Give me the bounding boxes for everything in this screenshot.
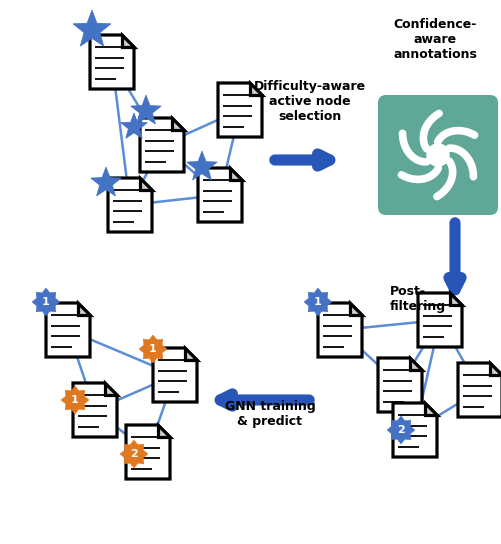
Polygon shape bbox=[409, 358, 421, 370]
Text: Difficulty-aware
active node
selection: Difficulty-aware active node selection bbox=[254, 80, 365, 123]
Polygon shape bbox=[304, 288, 331, 316]
Polygon shape bbox=[153, 348, 196, 402]
Polygon shape bbox=[217, 83, 262, 137]
Polygon shape bbox=[186, 151, 217, 180]
Polygon shape bbox=[349, 303, 361, 316]
Text: Post-
filtering: Post- filtering bbox=[389, 285, 445, 313]
Polygon shape bbox=[32, 288, 60, 316]
Text: Confidence-
aware
annotations: Confidence- aware annotations bbox=[392, 18, 476, 61]
Polygon shape bbox=[392, 403, 436, 457]
Polygon shape bbox=[449, 293, 461, 305]
Polygon shape bbox=[140, 118, 184, 172]
Polygon shape bbox=[61, 386, 89, 414]
Polygon shape bbox=[46, 303, 90, 357]
Polygon shape bbox=[139, 335, 167, 363]
Polygon shape bbox=[488, 363, 501, 375]
FancyBboxPatch shape bbox=[377, 95, 497, 215]
Polygon shape bbox=[386, 416, 414, 444]
Polygon shape bbox=[131, 95, 161, 124]
Circle shape bbox=[426, 144, 448, 166]
Polygon shape bbox=[197, 168, 241, 222]
Polygon shape bbox=[121, 35, 134, 47]
Polygon shape bbox=[377, 358, 421, 412]
Polygon shape bbox=[126, 425, 170, 479]
Text: 2: 2 bbox=[130, 449, 138, 459]
Polygon shape bbox=[73, 10, 111, 46]
Text: 2: 2 bbox=[396, 425, 404, 435]
Text: 1: 1 bbox=[149, 344, 156, 354]
Polygon shape bbox=[108, 178, 152, 232]
Polygon shape bbox=[184, 348, 196, 360]
Polygon shape bbox=[91, 167, 121, 196]
Polygon shape bbox=[229, 168, 241, 180]
Text: 1: 1 bbox=[42, 297, 50, 307]
Polygon shape bbox=[105, 383, 117, 395]
Polygon shape bbox=[139, 178, 152, 190]
Polygon shape bbox=[317, 303, 361, 357]
Text: 1: 1 bbox=[71, 395, 79, 405]
Polygon shape bbox=[73, 383, 117, 437]
Polygon shape bbox=[249, 83, 262, 95]
Text: GNN training
& predict: GNN training & predict bbox=[224, 400, 315, 428]
Text: 1: 1 bbox=[314, 297, 321, 307]
Polygon shape bbox=[424, 403, 436, 415]
Polygon shape bbox=[457, 363, 501, 417]
Polygon shape bbox=[120, 113, 147, 138]
Polygon shape bbox=[78, 303, 90, 316]
Polygon shape bbox=[417, 293, 461, 347]
Polygon shape bbox=[157, 425, 170, 437]
Polygon shape bbox=[171, 118, 184, 131]
Polygon shape bbox=[120, 440, 148, 468]
Polygon shape bbox=[90, 35, 134, 89]
